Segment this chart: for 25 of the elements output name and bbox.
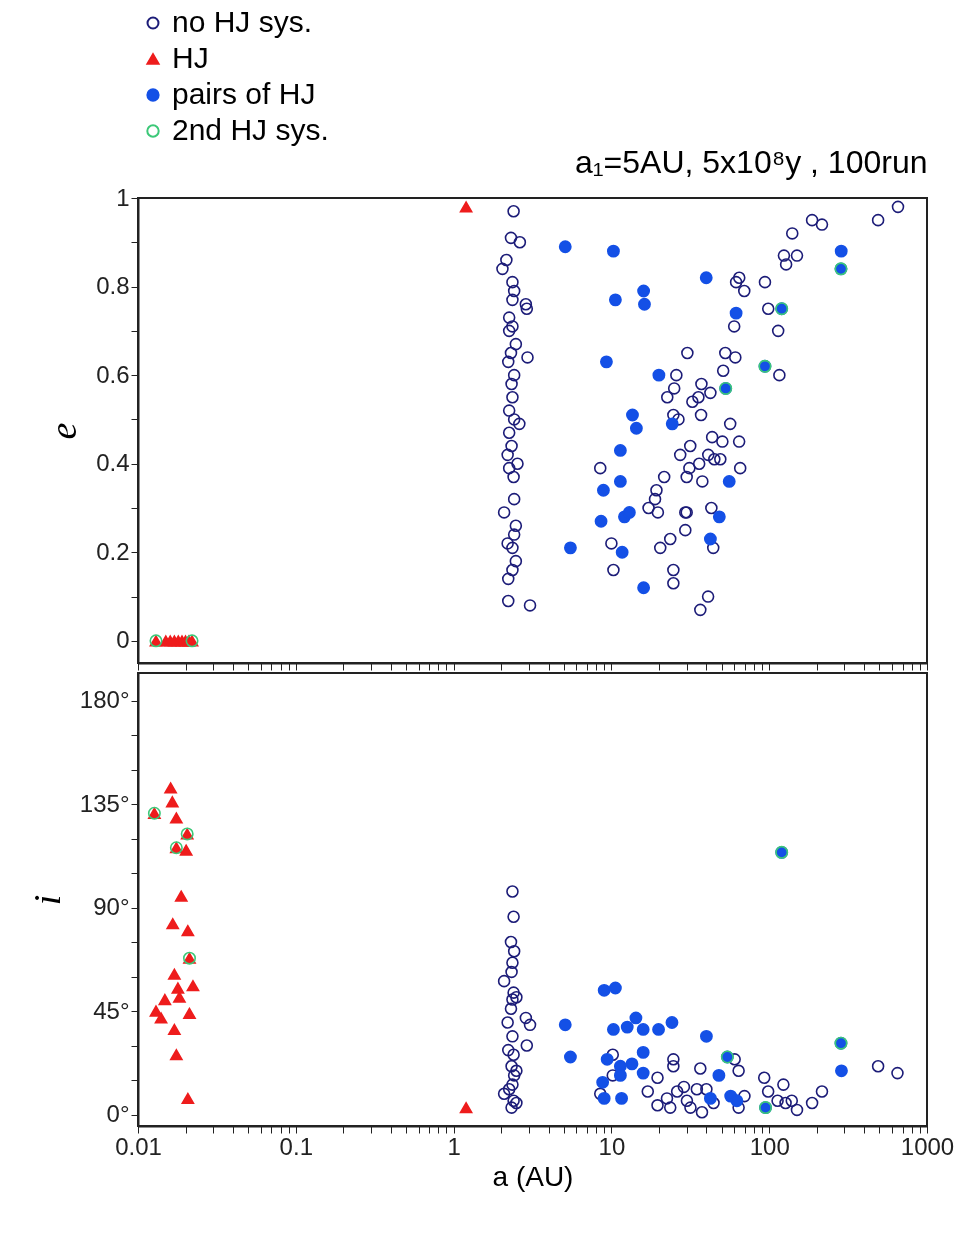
chart-title: a₁=5AU, 5x10⁸y , 100run [574, 144, 928, 180]
y-tick-label: 180° [79, 686, 130, 714]
x-tick-label: 1000 [900, 1132, 955, 1160]
y-tick-label: 0° [106, 1100, 130, 1127]
y-tick-label: 0.8 [96, 272, 130, 300]
x-tick-label: 0.1 [279, 1132, 313, 1160]
y-tick-label: 0.2 [96, 537, 130, 565]
y-axis-title: i [25, 894, 68, 906]
legend-label: no HJ sys. [172, 5, 313, 38]
x-tick-label: 1 [447, 1132, 461, 1160]
legend-label: pairs of HJ [172, 77, 316, 110]
y-tick-label: 90° [93, 893, 130, 921]
y-tick-label: 1 [116, 183, 130, 211]
y-tick-label: 0.4 [96, 449, 130, 477]
legend-label: HJ [172, 41, 209, 74]
y-tick-label: 45° [93, 996, 130, 1024]
y-tick-label: 0.6 [96, 360, 130, 388]
x-tick-label: 0.01 [115, 1132, 162, 1160]
x-tick-label: 10 [598, 1132, 626, 1160]
y-axis-title: e [42, 422, 85, 440]
y-tick-label: 135° [79, 789, 130, 817]
x-axis-title: a (AU) [492, 1160, 574, 1192]
x-tick-label: 100 [749, 1132, 790, 1160]
legend-label: 2nd HJ sys. [172, 113, 329, 146]
y-tick-label: 0 [116, 626, 130, 654]
